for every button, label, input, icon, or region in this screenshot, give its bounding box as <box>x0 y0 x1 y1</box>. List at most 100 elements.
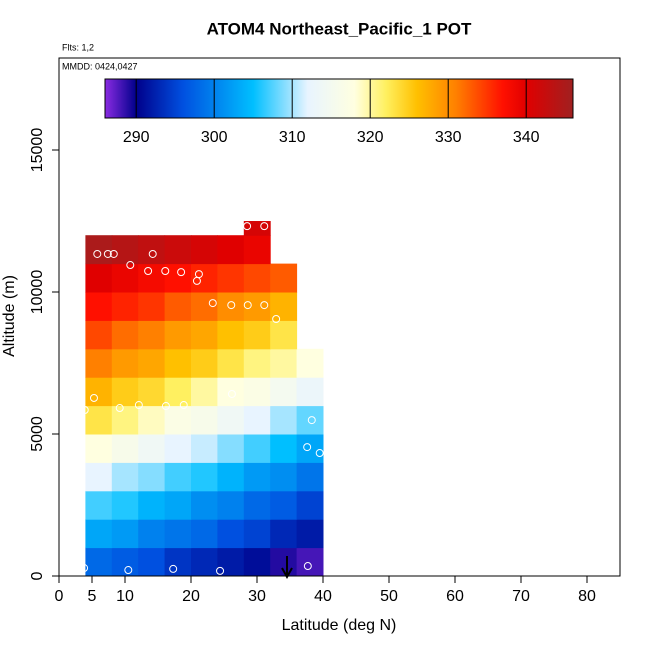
sample-point <box>208 299 217 308</box>
cell <box>243 235 271 265</box>
cell <box>138 490 166 520</box>
sample-point <box>115 404 124 413</box>
colorbar-tick-label: 330 <box>435 129 462 146</box>
cell <box>164 490 192 520</box>
colorbar-tick-label: 290 <box>123 129 150 146</box>
sample-point <box>177 268 186 277</box>
x-tick-label: 80 <box>578 588 596 605</box>
cell <box>243 405 271 435</box>
annotation: Flts: 1,2 <box>62 42 94 52</box>
cell <box>164 462 192 492</box>
cell <box>270 405 298 435</box>
cell <box>111 292 139 321</box>
x-tick-label: 40 <box>314 588 332 605</box>
cell <box>164 377 192 407</box>
cell <box>85 434 113 463</box>
colorbar-tick-label: 310 <box>279 129 306 146</box>
cell <box>191 519 218 549</box>
cell <box>164 292 192 321</box>
sample-point <box>124 566 133 575</box>
cell <box>191 235 218 265</box>
cell <box>243 320 271 350</box>
sample-point <box>179 401 188 410</box>
colorbar-tick-label: 340 <box>513 129 540 146</box>
cell <box>85 547 113 577</box>
cell <box>243 547 271 577</box>
cell <box>217 263 245 293</box>
cell <box>217 519 245 549</box>
x-tick-label: 20 <box>182 588 200 605</box>
sample-point <box>297 324 306 333</box>
cell <box>164 348 192 378</box>
cell <box>138 320 166 350</box>
sample-point <box>134 401 143 410</box>
x-tick-label: 5 <box>88 588 97 605</box>
cell <box>138 377 166 407</box>
cell <box>296 348 324 378</box>
cell <box>191 320 218 350</box>
cell <box>111 490 139 520</box>
cell <box>85 462 113 492</box>
cell <box>270 263 298 293</box>
cell <box>217 405 245 435</box>
cell <box>85 519 113 549</box>
curtain <box>85 221 324 577</box>
cell <box>217 348 245 378</box>
x-axis-label: Latitude (deg N) <box>282 617 397 634</box>
x-tick-label: 60 <box>446 588 464 605</box>
colorbar-tick-label: 320 <box>357 129 384 146</box>
cell <box>191 434 218 463</box>
cell <box>217 292 245 321</box>
sample-point <box>126 261 135 270</box>
cell <box>85 377 113 407</box>
cell <box>164 434 192 463</box>
cell <box>296 519 324 549</box>
cell <box>270 377 298 407</box>
sample-point <box>243 301 252 310</box>
cell <box>111 235 139 265</box>
y-tick-label: 0 <box>29 571 46 580</box>
cell <box>270 434 298 463</box>
sample-point <box>161 266 170 275</box>
x-tick-label: 50 <box>380 588 398 605</box>
cell <box>111 462 139 492</box>
cell <box>296 377 324 407</box>
y-tick-label: 15000 <box>29 128 46 173</box>
cell <box>243 490 271 520</box>
cell <box>138 462 166 492</box>
y-axis-label: Altitude (m) <box>1 275 18 357</box>
x-tick-label: 10 <box>116 588 134 605</box>
y-tick-label: 5000 <box>29 416 46 452</box>
cell <box>191 490 218 520</box>
cell <box>217 462 245 492</box>
cell <box>85 348 113 378</box>
cell <box>270 348 298 378</box>
cell <box>111 519 139 549</box>
cell <box>217 377 245 407</box>
cell <box>217 320 245 350</box>
cell <box>164 405 192 435</box>
cell <box>138 348 166 378</box>
cell <box>111 320 139 350</box>
arrow <box>281 556 293 580</box>
sample-point <box>243 222 252 231</box>
sample-point <box>192 276 201 285</box>
cell <box>243 263 271 293</box>
sample-points <box>80 222 324 575</box>
cell <box>138 292 166 321</box>
cell <box>164 547 192 577</box>
colorbar <box>104 78 574 119</box>
sample-point <box>260 301 269 310</box>
cell <box>243 434 271 463</box>
sample-point <box>148 249 157 258</box>
cell <box>191 462 218 492</box>
sample-point <box>144 266 153 275</box>
cell <box>243 462 271 492</box>
x-tick-label: 30 <box>248 588 266 605</box>
cell <box>243 377 271 407</box>
cell <box>85 320 113 350</box>
cell <box>138 235 166 265</box>
sample-point <box>216 566 225 575</box>
cell <box>164 320 192 350</box>
